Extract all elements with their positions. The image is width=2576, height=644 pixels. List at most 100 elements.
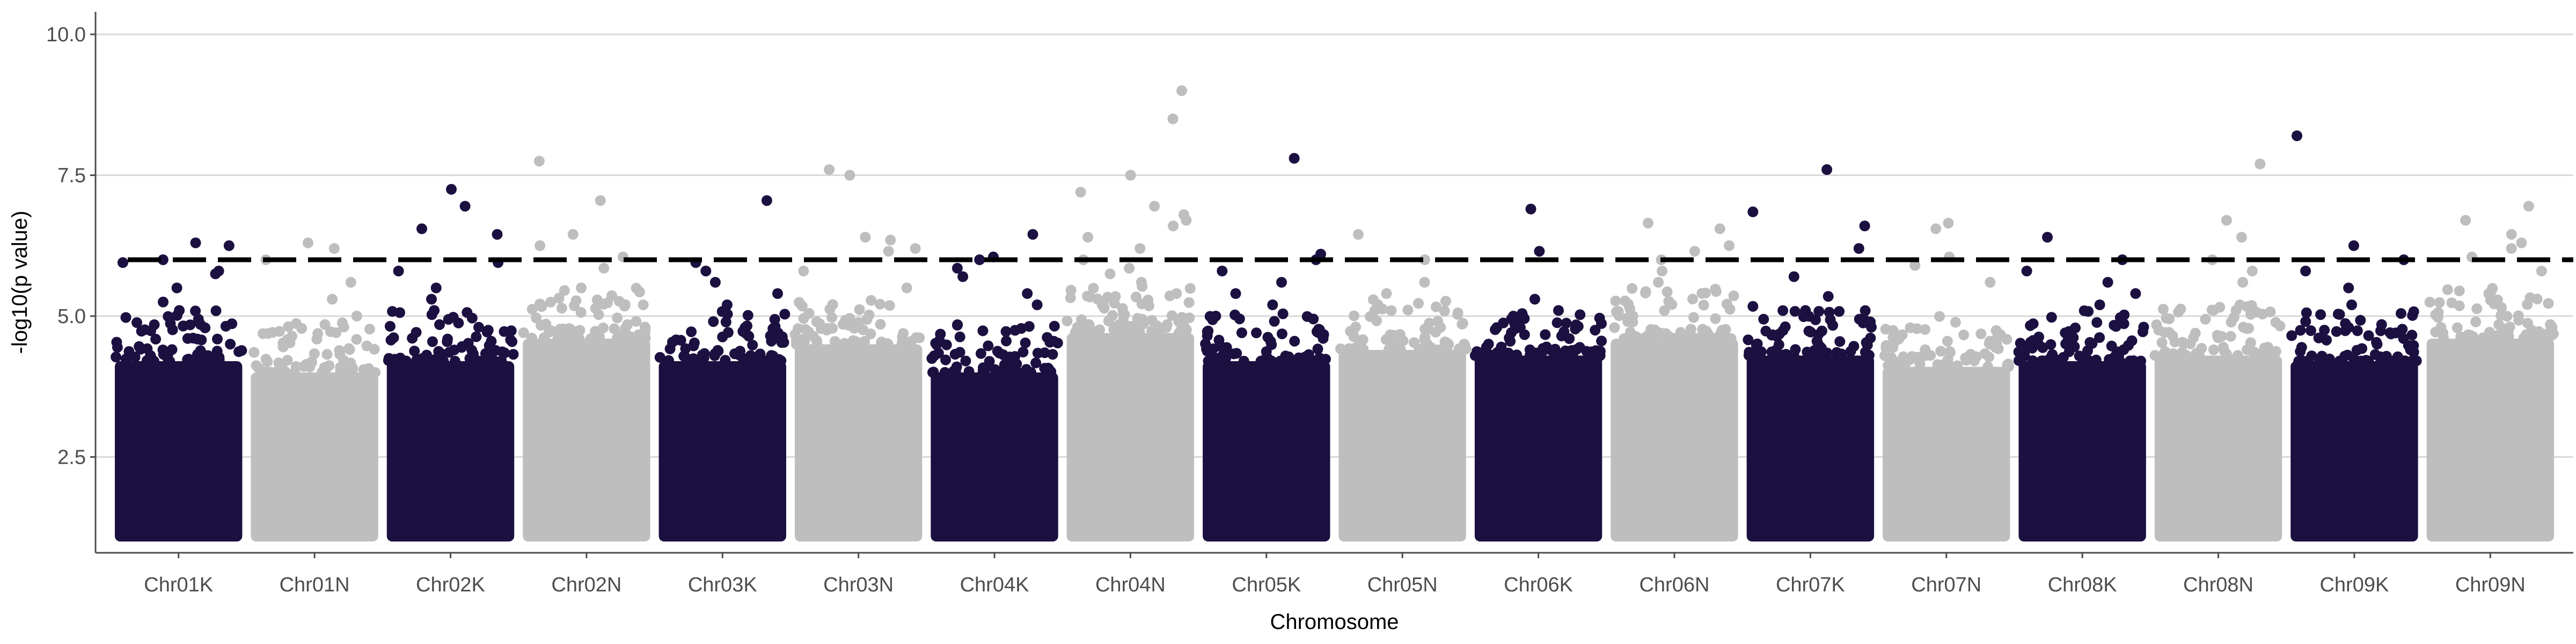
data-point <box>1721 298 1732 310</box>
peak-point <box>2536 266 2547 276</box>
data-point <box>1991 338 2002 349</box>
data-point <box>1610 295 1621 306</box>
data-point <box>2363 330 2374 341</box>
data-point <box>1430 326 1441 338</box>
data-point <box>167 324 178 335</box>
data-point <box>875 319 886 330</box>
data-point <box>1062 316 1073 326</box>
dense-band-chr04n <box>1066 333 1195 541</box>
data-point <box>876 336 887 348</box>
data-point <box>1045 367 1056 378</box>
x-axis-label: Chromosome <box>1270 610 1399 634</box>
data-point <box>2249 347 2260 357</box>
data-point <box>1758 313 1769 325</box>
data-point <box>839 338 850 349</box>
data-point <box>1440 296 1451 307</box>
data-point <box>2454 286 2465 297</box>
dense-band-chr08k <box>2018 361 2146 541</box>
data-point <box>1659 305 1670 316</box>
data-point <box>435 348 447 359</box>
data-point <box>747 340 758 350</box>
data-point <box>142 343 153 354</box>
data-point <box>2485 294 2496 305</box>
data-point <box>481 326 493 338</box>
data-point <box>808 331 819 342</box>
data-point <box>1836 348 1847 360</box>
peak-point <box>1381 288 1392 299</box>
x-tick-label: Chr02K <box>416 574 485 596</box>
peak-point <box>1657 266 1667 276</box>
data-point <box>602 297 613 309</box>
data-point <box>2265 346 2276 357</box>
data-point <box>2228 312 2240 323</box>
peak-point <box>426 294 437 305</box>
peak-point <box>2460 215 2471 226</box>
data-point <box>755 348 766 360</box>
peak-point <box>535 240 546 251</box>
data-point <box>1622 316 1634 327</box>
data-point <box>2315 309 2326 320</box>
data-point <box>335 365 346 377</box>
data-point <box>1487 349 1497 361</box>
x-tick-label: Chr08K <box>2048 574 2117 596</box>
data-point <box>2151 319 2162 331</box>
x-tick-label: Chr05K <box>1232 574 1301 596</box>
data-point <box>1596 335 1607 347</box>
data-point <box>484 354 495 365</box>
data-point <box>1857 317 1869 328</box>
data-point <box>1236 327 1247 339</box>
data-point <box>686 326 697 338</box>
data-point <box>1353 335 1365 346</box>
dense-band-chr02k <box>386 361 515 541</box>
data-point <box>2185 338 2196 349</box>
data-point <box>1231 348 1242 359</box>
data-point <box>954 331 965 342</box>
data-point <box>2045 339 2057 350</box>
data-point <box>2352 325 2363 336</box>
data-point <box>111 336 122 348</box>
data-point <box>1123 321 1133 332</box>
data-point <box>735 346 745 357</box>
y-tick-label: 7.5 <box>57 165 86 187</box>
data-point <box>1666 299 1678 310</box>
data-point <box>364 324 375 335</box>
data-point <box>1952 360 1963 371</box>
peak-point <box>1210 311 1221 321</box>
peak-point <box>2346 299 2357 310</box>
data-point <box>1511 349 1523 361</box>
data-point <box>2027 355 2038 367</box>
data-point <box>468 348 479 360</box>
data-point <box>1767 329 1779 340</box>
data-point <box>185 319 196 331</box>
data-point <box>473 355 485 367</box>
data-point <box>1047 349 1058 360</box>
x-tick-label: Chr01K <box>144 574 213 596</box>
data-point <box>2114 312 2126 323</box>
data-point <box>443 347 455 358</box>
peak-point <box>1022 288 1033 299</box>
data-point <box>1203 325 1214 336</box>
data-point <box>427 336 438 347</box>
data-point <box>1971 351 1982 362</box>
data-point <box>120 353 131 364</box>
peak-point <box>393 266 404 276</box>
peak-point <box>567 229 579 240</box>
data-point <box>1655 327 1666 339</box>
data-point <box>1039 347 1050 358</box>
data-point <box>139 324 150 335</box>
data-point <box>1113 319 1124 331</box>
dense-band-chr03k <box>658 361 786 541</box>
peak-point <box>1788 271 1799 282</box>
data-point <box>2216 331 2227 342</box>
data-point <box>1743 350 1754 361</box>
data-point <box>526 332 537 343</box>
data-point <box>1680 333 1692 344</box>
peak-point <box>1096 299 1108 310</box>
data-point <box>2208 305 2219 316</box>
data-point <box>796 301 808 312</box>
data-point <box>811 339 823 350</box>
data-point <box>2496 302 2507 313</box>
data-point <box>1030 357 1042 369</box>
data-point <box>344 344 355 355</box>
peak-point <box>824 164 835 175</box>
